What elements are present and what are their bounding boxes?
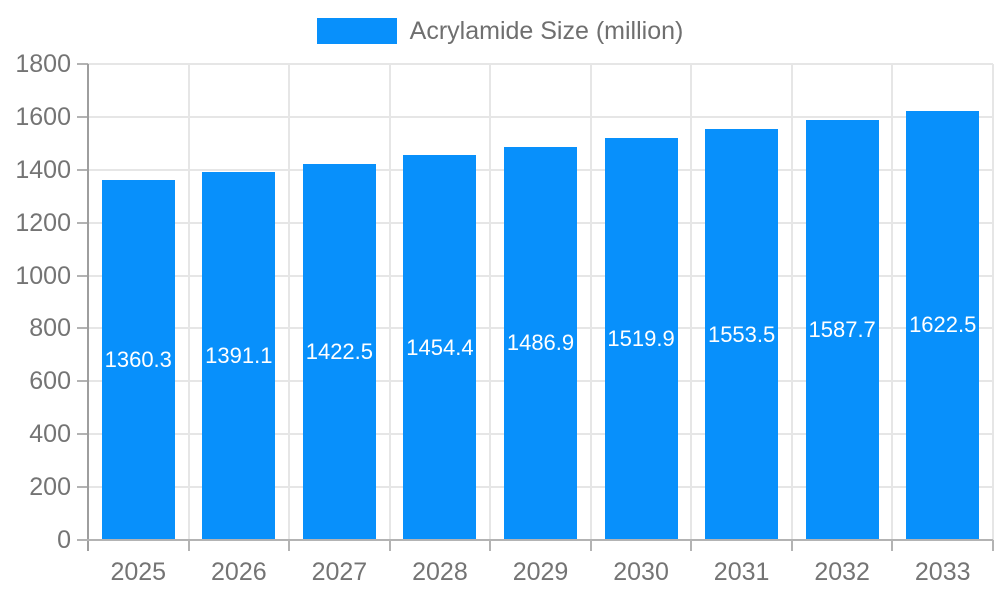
x-axis-label: 2029 [512, 558, 569, 586]
x-tick [288, 540, 291, 551]
bar[interactable] [805, 120, 879, 540]
bar[interactable] [504, 146, 577, 540]
y-axis-label: 600 [29, 367, 71, 396]
y-gridline [88, 63, 993, 65]
x-tick [690, 540, 693, 551]
x-axis-label: 2032 [814, 558, 870, 586]
x-tick [589, 540, 592, 551]
bar-value-label: 1454.4 [406, 334, 474, 360]
y-tick [77, 380, 88, 383]
x-axis-label: 2025 [110, 558, 167, 586]
legend-swatch [316, 18, 397, 44]
y-axis-label: 0 [57, 526, 71, 554]
bar[interactable] [101, 180, 175, 540]
y-axis-label: 1600 [15, 102, 71, 131]
x-axis-label: 2031 [713, 558, 770, 586]
y-tick [77, 486, 88, 489]
x-gridline [288, 64, 291, 540]
x-gridline [589, 64, 592, 540]
x-tick [891, 540, 894, 551]
bar[interactable] [705, 129, 779, 540]
x-gridline [891, 64, 894, 540]
y-tick [77, 274, 88, 277]
y-gridline [88, 115, 993, 118]
bar-value-label: 1622.5 [909, 312, 977, 338]
x-tick [187, 540, 190, 551]
bar-value-label: 1391.1 [205, 343, 273, 369]
y-axis-label: 400 [29, 420, 71, 449]
bar[interactable] [604, 138, 678, 540]
x-tick [790, 540, 793, 551]
x-axis-label: 2026 [211, 558, 267, 586]
x-gridline [690, 64, 693, 540]
y-tick [77, 221, 88, 224]
x-gridline [187, 64, 190, 540]
bar-value-label: 1422.5 [305, 338, 374, 364]
bar[interactable] [302, 163, 376, 540]
y-tick [77, 168, 88, 171]
x-gridline [489, 64, 492, 540]
y-axis-label: 1800 [15, 50, 71, 78]
bar[interactable] [202, 172, 276, 540]
x-gridline [992, 64, 994, 540]
y-axis-label: 1000 [15, 261, 71, 290]
x-axis-label: 2027 [311, 558, 368, 586]
y-axis-label: 800 [29, 314, 71, 343]
bar-value-label: 1360.3 [104, 347, 172, 373]
x-axis-label: 2030 [613, 558, 669, 586]
y-tick [77, 433, 88, 436]
y-axis-label: 200 [29, 473, 71, 502]
bar-value-label: 1486.9 [506, 330, 575, 356]
x-tick [489, 540, 492, 551]
bar[interactable] [403, 155, 477, 540]
y-axis-label: 1400 [15, 155, 71, 184]
chart-legend: Acrylamide Size (million) [0, 17, 1000, 45]
bar-value-label: 1553.5 [707, 321, 776, 347]
x-tick [388, 540, 391, 551]
bar-value-label: 1587.7 [808, 317, 876, 343]
y-axis-line [87, 64, 89, 551]
x-tick [992, 540, 994, 551]
x-gridline [388, 64, 391, 540]
legend-label: Acrylamide Size (million) [409, 16, 684, 45]
x-gridline [790, 64, 793, 540]
x-axis-line [77, 539, 993, 541]
x-axis-label: 2033 [914, 558, 971, 586]
bar[interactable] [906, 110, 980, 540]
y-tick [77, 115, 88, 118]
y-tick [77, 63, 88, 65]
y-axis-label: 1200 [15, 208, 71, 237]
y-tick [77, 327, 88, 330]
bar-value-label: 1519.9 [607, 326, 675, 352]
x-axis-label: 2028 [412, 558, 468, 586]
